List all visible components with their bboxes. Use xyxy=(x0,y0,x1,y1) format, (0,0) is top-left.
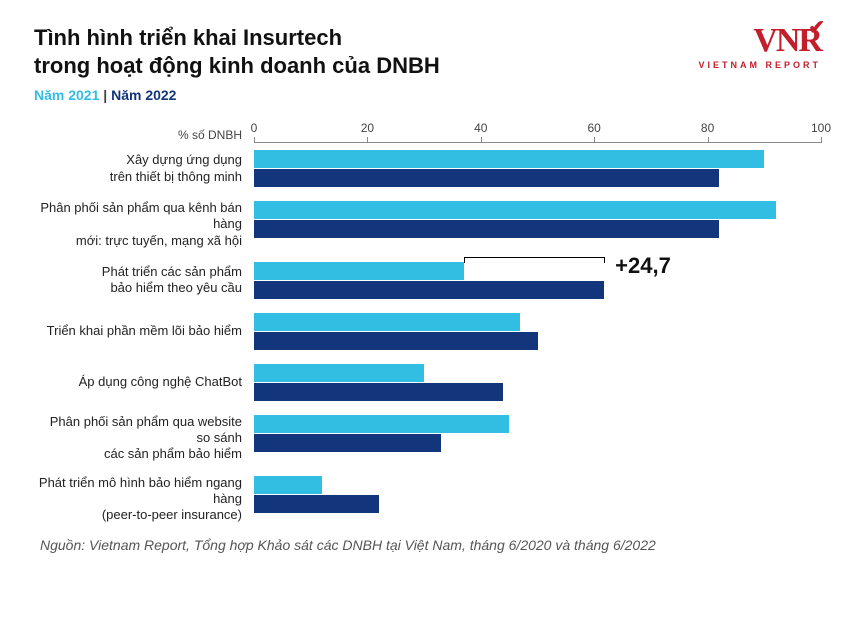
source-text: Nguồn: Vietnam Report, Tổng hợp Khảo sát… xyxy=(34,537,821,553)
category-label: Xây dựng ứng dụngtrên thiết bị thông min… xyxy=(34,149,254,188)
vnr-logo: VNR ✔ VIETNAM REPORT xyxy=(698,24,821,70)
legend-divider: | xyxy=(103,87,111,103)
annotation-bracket xyxy=(464,257,604,258)
category-plot xyxy=(254,414,821,463)
bar-2021 xyxy=(254,415,509,433)
legend: Năm 2021 | Năm 2022 xyxy=(34,87,440,103)
category-row: Phân phối sản phẩm qua website so sánhcá… xyxy=(34,414,821,463)
category-label-line: Phân phối sản phẩm qua website so sánh xyxy=(34,414,242,447)
bar-2021 xyxy=(254,201,776,219)
bar-2022 xyxy=(254,169,719,187)
annotation-tick xyxy=(604,257,605,263)
axis-tick-label: 100 xyxy=(811,121,831,135)
legend-2022: Năm 2022 xyxy=(111,87,176,103)
bar-2022 xyxy=(254,495,379,513)
axis-tick-label: 60 xyxy=(588,121,601,135)
bar-2022 xyxy=(254,220,719,238)
category-plot: +24,7 xyxy=(254,261,821,300)
x-axis-scale: 020406080100 xyxy=(254,121,821,143)
chart: % số DNBH 020406080100 Xây dựng ứng dụng… xyxy=(34,121,821,523)
category-label: Phát triển mô hình bảo hiểm ngang hàng(p… xyxy=(34,475,254,524)
category-label: Phân phối sản phẩm qua kênh bán hàngmới:… xyxy=(34,200,254,249)
bar-2021 xyxy=(254,262,464,280)
category-plot xyxy=(254,475,821,524)
category-plot xyxy=(254,312,821,351)
title-line-2: trong hoạt động kinh doanh của DNBH xyxy=(34,53,440,78)
chart-title: Tình hình triển khai Insurtech trong hoạ… xyxy=(34,24,440,79)
bar-2022 xyxy=(254,383,503,401)
category-label-line: Triển khai phần mềm lõi bảo hiểm xyxy=(34,323,242,339)
category-label: Phân phối sản phẩm qua website so sánhcá… xyxy=(34,414,254,463)
bars-area: Xây dựng ứng dụngtrên thiết bị thông min… xyxy=(34,143,821,523)
bar-2021 xyxy=(254,313,520,331)
x-axis: % số DNBH 020406080100 xyxy=(34,121,821,143)
category-plot xyxy=(254,363,821,402)
annotation-tick xyxy=(464,257,465,263)
axis-tick-label: 0 xyxy=(251,121,258,135)
category-label: Triển khai phần mềm lõi bảo hiểm xyxy=(34,312,254,351)
bar-2021 xyxy=(254,476,322,494)
bar-2021 xyxy=(254,150,764,168)
category-label-line: Phân phối sản phẩm qua kênh bán hàng xyxy=(34,200,242,233)
category-label-line: Áp dụng công nghệ ChatBot xyxy=(34,374,242,390)
y-axis-label-text: % số DNBH xyxy=(34,128,242,143)
bar-2022 xyxy=(254,281,604,299)
bar-2021 xyxy=(254,364,424,382)
category-plot xyxy=(254,149,821,188)
category-label-line: Phát triển các sản phẩm xyxy=(34,264,242,280)
axis-tick-label: 40 xyxy=(474,121,487,135)
annotation-label: +24,7 xyxy=(615,253,671,279)
category-row: Áp dụng công nghệ ChatBot xyxy=(34,363,821,402)
bar-2022 xyxy=(254,332,538,350)
category-row: Phân phối sản phẩm qua kênh bán hàngmới:… xyxy=(34,200,821,249)
category-plot xyxy=(254,200,821,249)
axis-tick-label: 80 xyxy=(701,121,714,135)
category-label-line: Phát triển mô hình bảo hiểm ngang hàng xyxy=(34,475,242,508)
axis-tick xyxy=(821,137,822,143)
category-row: Phát triển mô hình bảo hiểm ngang hàng(p… xyxy=(34,475,821,524)
category-label: Áp dụng công nghệ ChatBot xyxy=(34,363,254,402)
category-label: Phát triển các sản phẩmbảo hiểm theo yêu… xyxy=(34,261,254,300)
title-line-1: Tình hình triển khai Insurtech xyxy=(34,25,342,50)
title-block: Tình hình triển khai Insurtech trong hoạ… xyxy=(34,24,440,103)
legend-2021: Năm 2021 xyxy=(34,87,99,103)
y-axis-label: % số DNBH xyxy=(34,121,254,143)
category-label-line: mới: trực tuyến, mạng xã hội xyxy=(34,233,242,249)
category-label-line: trên thiết bị thông minh xyxy=(34,169,242,185)
bar-2022 xyxy=(254,434,441,452)
axis-tick-label: 20 xyxy=(361,121,374,135)
category-label-line: bảo hiểm theo yêu cầu xyxy=(34,280,242,296)
header: Tình hình triển khai Insurtech trong hoạ… xyxy=(34,24,821,103)
category-label-line: (peer-to-peer insurance) xyxy=(34,507,242,523)
vnr-logo-text: VNR ✔ xyxy=(698,24,821,58)
category-row: Xây dựng ứng dụngtrên thiết bị thông min… xyxy=(34,149,821,188)
category-row: Phát triển các sản phẩmbảo hiểm theo yêu… xyxy=(34,261,821,300)
check-icon: ✔ xyxy=(808,18,823,38)
category-row: Triển khai phần mềm lõi bảo hiểm xyxy=(34,312,821,351)
category-label-line: các sản phẩm bảo hiểm xyxy=(34,446,242,462)
category-label-line: Xây dựng ứng dụng xyxy=(34,152,242,168)
vnr-logo-sub: VIETNAM REPORT xyxy=(698,60,821,70)
